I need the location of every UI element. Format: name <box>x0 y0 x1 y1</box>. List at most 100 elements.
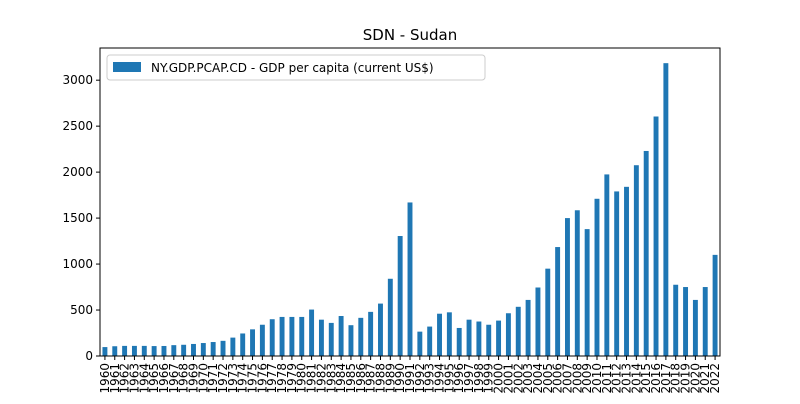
bar-2000 <box>496 320 502 356</box>
bar-1996 <box>456 327 462 356</box>
bar-1973 <box>230 337 236 356</box>
x-tick-label: 2015 <box>639 363 653 394</box>
bar-1995 <box>446 312 452 356</box>
bar-1992 <box>417 331 423 356</box>
bar-1968 <box>181 344 187 356</box>
x-tick-label: 2013 <box>620 363 634 394</box>
bar-1974 <box>240 333 246 356</box>
bar-1990 <box>397 236 403 356</box>
bar-1965 <box>151 346 157 356</box>
bar-1962 <box>122 345 128 356</box>
x-tick-label: 1963 <box>127 363 141 394</box>
y-tick-label: 2500 <box>62 119 93 133</box>
x-tick-label: 2019 <box>679 363 693 394</box>
bar-2013 <box>624 186 629 356</box>
x-tick-label: 2005 <box>541 363 555 394</box>
bar-1988 <box>378 303 383 356</box>
y-tick-label: 2000 <box>62 165 93 179</box>
bar-2010 <box>594 198 600 356</box>
x-tick-label: 2022 <box>708 363 722 394</box>
bar-1998 <box>476 321 482 356</box>
bar-1971 <box>210 342 216 356</box>
bar-1993 <box>427 326 433 356</box>
x-tick-label: 1973 <box>226 363 240 394</box>
x-tick-label: 1997 <box>462 363 476 394</box>
x-tick-label: 2004 <box>531 363 545 394</box>
x-tick-label: 2011 <box>600 363 614 394</box>
x-axis: 1960196119621963196419651966196719681969… <box>98 356 722 394</box>
x-tick-label: 1992 <box>413 363 427 394</box>
bar-1972 <box>220 340 226 356</box>
x-tick-label: 1986 <box>354 363 368 394</box>
bar-2022 <box>712 254 718 356</box>
bar-1975 <box>250 329 255 356</box>
bar-1960 <box>102 347 108 356</box>
x-tick-label: 1966 <box>157 363 171 394</box>
bar-1967 <box>171 345 177 356</box>
x-tick-label: 1978 <box>275 363 289 394</box>
x-tick-label: 1996 <box>452 363 466 394</box>
bar-1989 <box>387 278 393 356</box>
bar-1983 <box>328 322 334 356</box>
bar-2007 <box>565 218 570 356</box>
x-tick-label: 1968 <box>177 363 191 394</box>
x-tick-label: 2020 <box>688 363 702 394</box>
x-tick-label: 1969 <box>186 363 200 394</box>
bar-2011 <box>604 174 610 356</box>
bar-1985 <box>348 325 354 356</box>
y-tick-label: 3000 <box>62 73 93 87</box>
bar-1991 <box>407 202 413 356</box>
x-tick-label: 1979 <box>285 363 299 394</box>
x-tick-label: 1970 <box>196 363 210 394</box>
x-tick-label: 2000 <box>492 363 506 394</box>
bar-1999 <box>486 324 492 356</box>
bar-1978 <box>279 316 285 356</box>
bar-1987 <box>368 311 374 356</box>
bar-2020 <box>692 299 698 356</box>
x-tick-label: 1994 <box>433 363 447 394</box>
x-tick-label: 2002 <box>511 363 525 394</box>
bar-1976 <box>259 324 265 356</box>
bar-2018 <box>673 284 679 356</box>
bar-2019 <box>683 287 689 356</box>
bar-2021 <box>702 287 708 356</box>
x-tick-label: 1980 <box>295 363 309 394</box>
x-tick-label: 1964 <box>137 363 151 394</box>
x-tick-label: 1988 <box>373 363 387 394</box>
x-tick-label: 2014 <box>629 363 643 394</box>
bar-1970 <box>200 343 206 356</box>
x-tick-label: 2016 <box>649 363 663 394</box>
plot-frame <box>99 47 721 357</box>
x-tick-label: 1971 <box>206 363 220 394</box>
x-tick-label: 1990 <box>393 363 407 394</box>
x-tick-label: 1961 <box>108 363 122 394</box>
bar-1979 <box>289 316 295 356</box>
bar-1961 <box>112 346 118 356</box>
x-tick-label: 1976 <box>255 363 269 394</box>
x-tick-label: 2008 <box>570 363 584 394</box>
bar-1982 <box>318 319 324 356</box>
x-tick-label: 1975 <box>246 363 260 394</box>
legend: NY.GDP.PCAP.CD - GDP per capita (current… <box>106 54 486 81</box>
bar-1963 <box>131 345 137 356</box>
bar-1977 <box>269 319 275 356</box>
x-tick-label: 1983 <box>324 363 338 394</box>
bar-2015 <box>643 150 649 356</box>
bar-series <box>102 63 718 357</box>
bar-2009 <box>584 229 590 356</box>
y-tick-label: 1000 <box>62 257 93 271</box>
bar-2014 <box>633 165 639 356</box>
legend-label: NY.GDP.PCAP.CD - GDP per capita (current… <box>151 61 434 75</box>
legend-swatch <box>113 62 141 72</box>
y-tick-label: 500 <box>70 303 93 317</box>
bar-2016 <box>653 116 659 356</box>
bar-2001 <box>505 313 511 356</box>
bar-1964 <box>141 345 147 356</box>
x-tick-label: 1972 <box>216 363 230 394</box>
y-tick-label: 1500 <box>62 211 93 225</box>
x-tick-label: 1974 <box>236 363 250 394</box>
x-tick-label: 2012 <box>610 363 624 394</box>
x-tick-label: 1991 <box>403 363 417 394</box>
bar-2005 <box>545 268 551 356</box>
